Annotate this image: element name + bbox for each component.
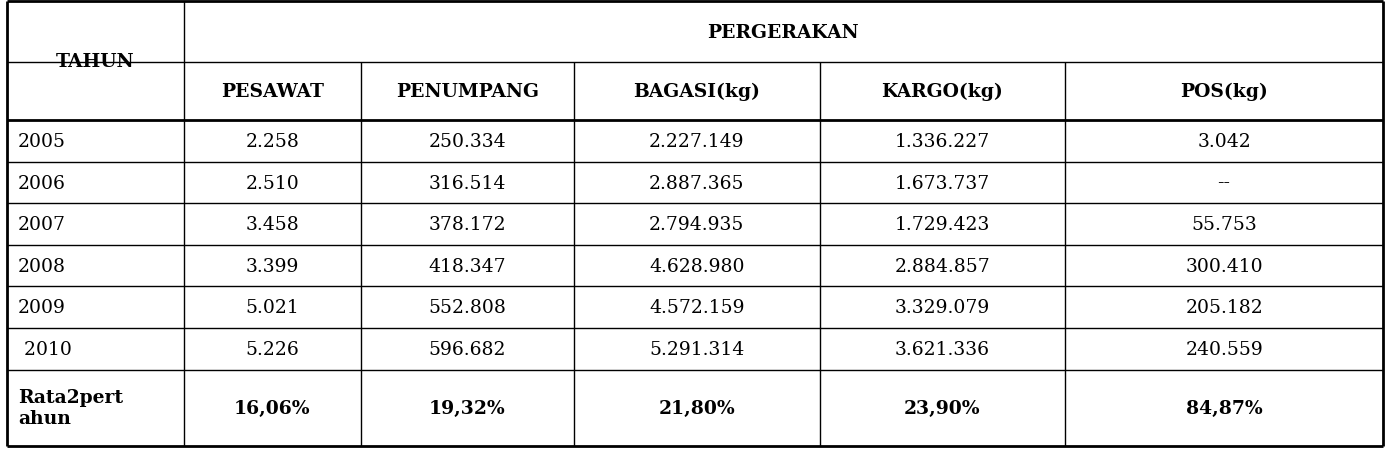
Text: 3.458: 3.458: [245, 216, 299, 234]
Text: 5.291.314: 5.291.314: [649, 340, 745, 358]
Text: 552.808: 552.808: [428, 299, 506, 317]
Text: 2.227.149: 2.227.149: [649, 133, 745, 151]
Text: 23,90%: 23,90%: [904, 399, 981, 417]
Text: 2010: 2010: [18, 340, 72, 358]
Text: 2005: 2005: [18, 133, 67, 151]
Text: 2.794.935: 2.794.935: [649, 216, 745, 234]
Text: 1.336.227: 1.336.227: [895, 133, 990, 151]
Text: 5.021: 5.021: [245, 299, 299, 317]
Text: PENUMPANG: PENUMPANG: [396, 83, 539, 101]
Text: POS(kg): POS(kg): [1180, 83, 1268, 101]
Text: 2.510: 2.510: [245, 174, 299, 192]
Text: 1.729.423: 1.729.423: [895, 216, 990, 234]
Text: 316.514: 316.514: [428, 174, 506, 192]
Text: TAHUN: TAHUN: [56, 53, 135, 70]
Text: PESAWAT: PESAWAT: [221, 83, 324, 101]
Text: BAGASI(kg): BAGASI(kg): [634, 83, 760, 101]
Text: 2009: 2009: [18, 299, 65, 317]
Text: 3.621.336: 3.621.336: [895, 340, 990, 358]
Text: 378.172: 378.172: [428, 216, 506, 234]
Text: 2006: 2006: [18, 174, 65, 192]
Text: 2007: 2007: [18, 216, 67, 234]
Text: 3.042: 3.042: [1197, 133, 1251, 151]
Text: 2.884.857: 2.884.857: [895, 257, 990, 275]
Text: 418.347: 418.347: [428, 257, 506, 275]
Text: 21,80%: 21,80%: [659, 399, 735, 417]
Text: 240.559: 240.559: [1186, 340, 1264, 358]
Text: PERGERAKAN: PERGERAKAN: [708, 24, 859, 41]
Text: 596.682: 596.682: [428, 340, 506, 358]
Text: 5.226: 5.226: [245, 340, 299, 358]
Text: Rata2pert
ahun: Rata2pert ahun: [18, 388, 124, 427]
Text: 2.887.365: 2.887.365: [649, 174, 745, 192]
Text: 4.572.159: 4.572.159: [649, 299, 745, 317]
Text: 2.258: 2.258: [245, 133, 299, 151]
Text: --: --: [1218, 174, 1230, 192]
Text: 55.753: 55.753: [1191, 216, 1257, 234]
Text: 250.334: 250.334: [428, 133, 506, 151]
Text: 84,87%: 84,87%: [1186, 399, 1262, 417]
Text: 3.329.079: 3.329.079: [895, 299, 990, 317]
Text: 3.399: 3.399: [246, 257, 299, 275]
Text: 205.182: 205.182: [1186, 299, 1264, 317]
Text: 300.410: 300.410: [1186, 257, 1264, 275]
Text: 1.673.737: 1.673.737: [895, 174, 990, 192]
Text: 2008: 2008: [18, 257, 67, 275]
Text: 16,06%: 16,06%: [234, 399, 310, 417]
Text: 19,32%: 19,32%: [430, 399, 506, 417]
Text: 4.628.980: 4.628.980: [649, 257, 745, 275]
Text: KARGO(kg): KARGO(kg): [881, 83, 1004, 101]
